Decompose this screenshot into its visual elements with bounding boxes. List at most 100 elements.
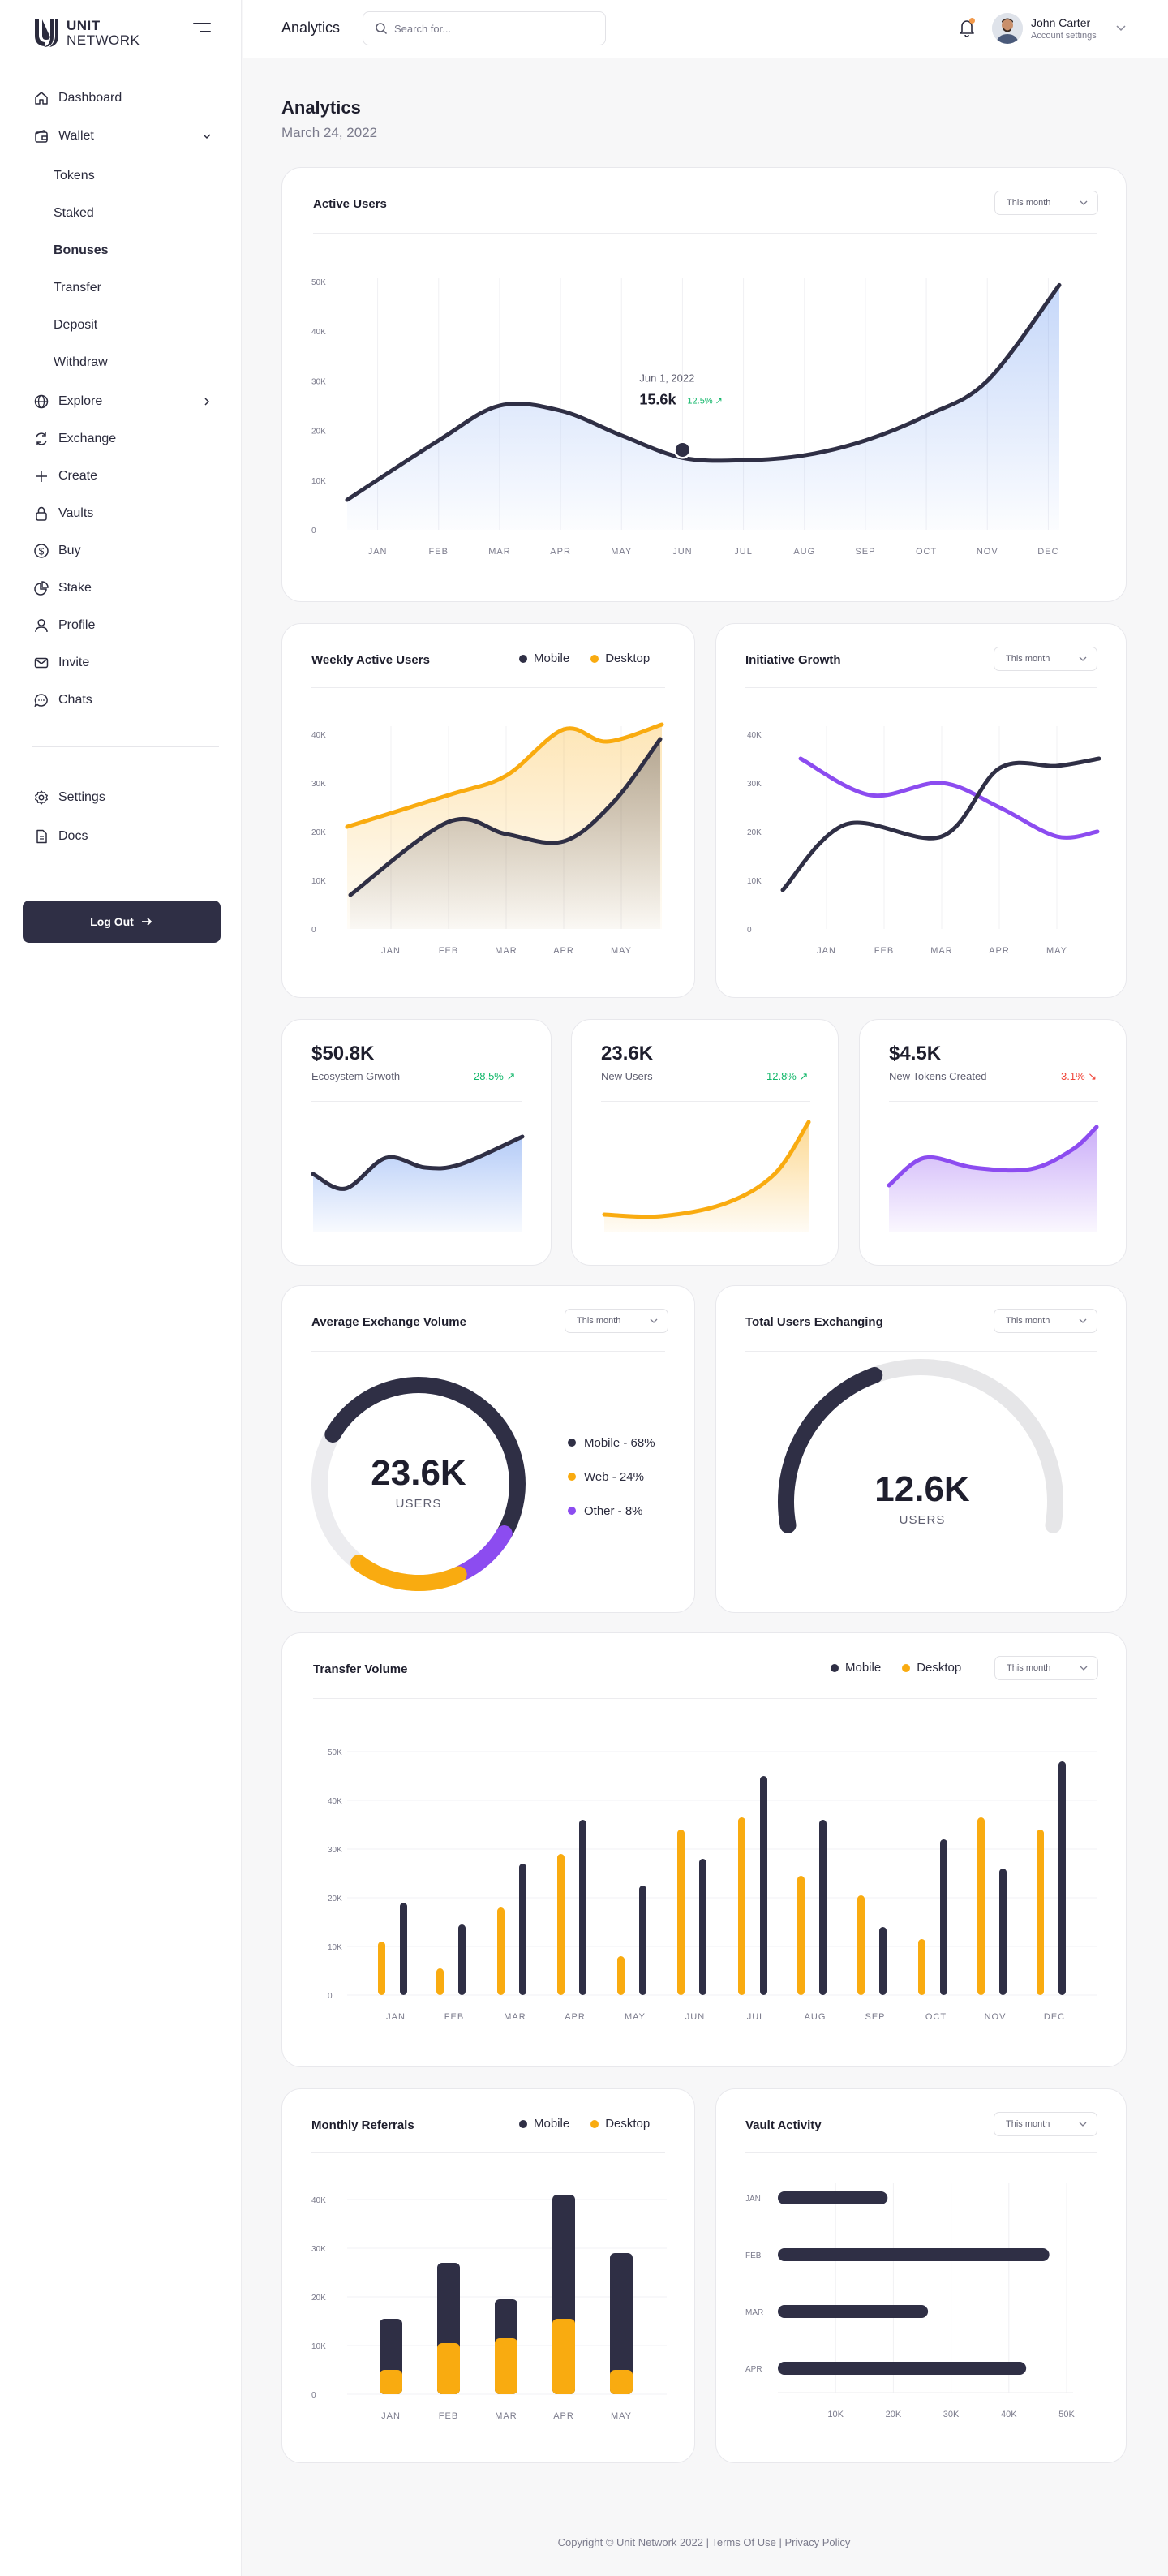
- y-tick-label: APR: [745, 2365, 762, 2374]
- sidebar-item-stake[interactable]: Stake: [32, 576, 219, 600]
- document-icon: [32, 828, 50, 845]
- donut-value: 23.6K: [371, 1453, 466, 1493]
- card-title: Average Exchange Volume: [311, 1315, 466, 1329]
- avatar[interactable]: [992, 13, 1023, 44]
- card-title: Transfer Volume: [313, 1662, 408, 1676]
- range-dropdown[interactable]: This month: [994, 1656, 1098, 1680]
- sidebar-item-dashboard[interactable]: Dashboard: [32, 86, 219, 110]
- y-tick-label: 40K: [311, 2196, 326, 2205]
- bar-mobile: [579, 1820, 586, 1995]
- range-dropdown[interactable]: This month: [994, 1309, 1097, 1333]
- menu-toggle-icon[interactable]: [193, 23, 211, 34]
- sidebar-item-exchange[interactable]: Exchange: [32, 427, 219, 451]
- initiative-growth-chart: JAN FEB MAR APR MAY 0 10K 20K 30K 40K: [747, 726, 1101, 956]
- y-tick-label: 40K: [311, 328, 326, 337]
- initiative-growth-card: Initiative Growth This month JAN FEB MAR AP…: [715, 623, 1127, 998]
- x-tick-label: DEC: [1044, 2012, 1065, 2022]
- x-tick-label: APR: [553, 2411, 574, 2421]
- bell-icon[interactable]: [958, 18, 976, 37]
- sidebar-item-invite[interactable]: Invite: [32, 651, 219, 675]
- dropdown-value: This month: [1006, 2119, 1050, 2129]
- brand-name-line1: UNIT: [67, 18, 101, 33]
- active-users-chart: JAN FEB MAR APR MAY JUN JUL AUG SEP OCT NOV DEC 0 10K…: [311, 278, 1062, 557]
- x-tick-label: JAN: [817, 946, 836, 956]
- series-line-purple: [798, 756, 1100, 840]
- dropdown-value: This month: [1007, 198, 1051, 208]
- account-settings-link[interactable]: Account settings: [1031, 31, 1097, 41]
- sidebar-item-vaults[interactable]: Vaults: [32, 501, 219, 526]
- vault-activity-chart: 10K 20K 30K 40K 50K JAN FEB MAR APR: [745, 2183, 1075, 2419]
- y-tick-label: 30K: [311, 2245, 326, 2254]
- sidebar-item-label: Stake: [58, 581, 92, 595]
- chevron-down-icon: [203, 134, 211, 140]
- chevron-down-icon: [650, 1318, 658, 1323]
- sidebar-item-wallet[interactable]: Wallet: [32, 124, 219, 148]
- sidebar-item-explore[interactable]: Explore: [32, 389, 219, 414]
- x-tick-label: MAR: [930, 946, 952, 956]
- stat-label: New Users: [601, 1070, 653, 1082]
- tooltip-change: 12.5% ↗: [687, 397, 722, 406]
- search-input[interactable]: [394, 22, 589, 35]
- wallet-sub-withdraw[interactable]: Withdraw: [54, 355, 108, 369]
- range-dropdown[interactable]: This month: [994, 2112, 1097, 2136]
- sidebar-item-label: Settings: [58, 790, 105, 804]
- footer-terms-link[interactable]: Terms Of Use: [711, 2536, 776, 2548]
- chevron-down-icon: [1080, 200, 1088, 205]
- card-divider: [745, 1351, 1097, 1352]
- legend-label: Mobile: [845, 1661, 882, 1675]
- arrow-down-right-icon: ↘: [1088, 1070, 1097, 1082]
- y-tick-label: 10K: [311, 2342, 326, 2351]
- weekly-active-users-card: Weekly Active Users Mobile Desktop JAN FE…: [281, 623, 695, 998]
- card-divider: [311, 1101, 522, 1102]
- range-dropdown[interactable]: This month: [994, 647, 1097, 671]
- x-tick-label: OCT: [925, 2012, 947, 2022]
- sidebar-item-create[interactable]: Create: [32, 464, 219, 488]
- wallet-sub-bonuses[interactable]: Bonuses: [54, 243, 109, 257]
- gauge-center: 12.6K USERS: [841, 1469, 1003, 1527]
- bar-desktop: [918, 1939, 925, 1995]
- range-dropdown[interactable]: This month: [565, 1309, 668, 1333]
- range-dropdown[interactable]: This month: [994, 191, 1098, 215]
- logout-button[interactable]: Log Out: [23, 901, 221, 943]
- y-tick-label: 30K: [311, 377, 326, 386]
- footer-privacy-link[interactable]: Privacy Policy: [784, 2536, 851, 2548]
- vault-bar: [778, 2248, 1050, 2261]
- x-tick-label: APR: [553, 946, 574, 956]
- y-tick-label: 20K: [311, 428, 326, 437]
- dropdown-value: This month: [1006, 1316, 1050, 1326]
- wallet-sub-tokens[interactable]: Tokens: [54, 169, 95, 183]
- brand-logo[interactable]: UNIT NETWORK: [32, 18, 140, 49]
- bar-desktop: [380, 2370, 402, 2394]
- x-tick-label: MAY: [625, 2012, 646, 2022]
- vault-bar: [778, 2305, 929, 2318]
- stat-card-ecosystem: $50.8K Ecosystem Grwoth 28.5% ↗: [281, 1019, 552, 1266]
- x-tick-label: 40K: [1001, 2410, 1017, 2419]
- highlight-point: [675, 443, 689, 458]
- avatar-image: [992, 13, 1023, 44]
- wallet-sub-deposit[interactable]: Deposit: [54, 318, 98, 332]
- sidebar-item-docs[interactable]: Docs: [32, 824, 219, 849]
- bar-mobile: [458, 1924, 466, 1995]
- user-name[interactable]: John Carter: [1031, 16, 1091, 29]
- sidebar-item-label: Exchange: [58, 432, 117, 445]
- y-tick-label: 10K: [328, 1943, 342, 1952]
- active-users-card: Active Users This month JAN FEB MAR APR MAY J…: [281, 167, 1127, 602]
- card-title: Total Users Exchanging: [745, 1315, 883, 1329]
- sidebar-item-chats[interactable]: Chats: [32, 688, 219, 712]
- card-divider: [311, 2152, 665, 2153]
- wallet-sub-staked[interactable]: Staked: [54, 206, 94, 220]
- new-tokens-sparkline: [887, 1125, 1099, 1232]
- top-header: Analytics John Carter Account settings: [243, 0, 1168, 58]
- sidebar-item-settings[interactable]: Settings: [32, 785, 219, 810]
- search-box[interactable]: [363, 11, 606, 45]
- sidebar-item-profile[interactable]: Profile: [32, 613, 219, 638]
- chevron-down-icon[interactable]: [1115, 24, 1127, 32]
- stat-card-new-users: 23.6K New Users 12.8% ↗: [571, 1019, 839, 1266]
- sparkline-area: [604, 1122, 809, 1232]
- card-divider: [313, 233, 1097, 234]
- wallet-sub-transfer[interactable]: Transfer: [54, 281, 101, 295]
- chart-legend: Mobile Desktop: [831, 1661, 961, 1675]
- transfer-volume-chart: 0 10K 20K 30K 40K 50K JAN FEB MAR APR MAY JUN JUL AUG…: [328, 1748, 1097, 2022]
- sidebar-item-buy[interactable]: $ Buy: [32, 539, 219, 563]
- stat-change: 3.1% ↘: [1061, 1070, 1097, 1083]
